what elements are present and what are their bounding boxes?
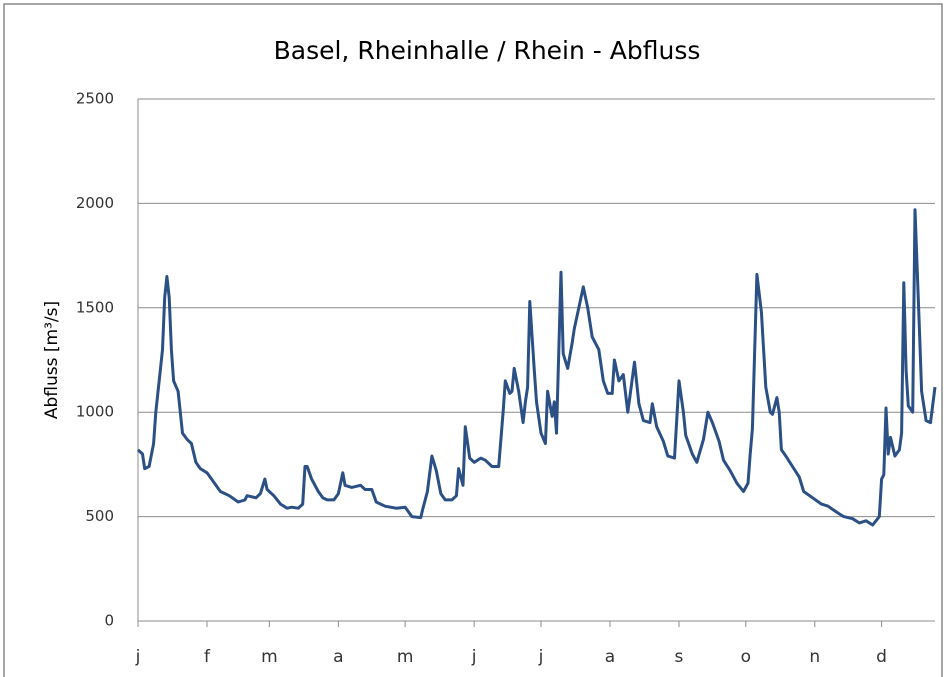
y-tick-label: 2000	[76, 194, 114, 212]
y-tick-label: 500	[85, 507, 114, 525]
chart-title: Basel, Rheinhalle / Rhein - Abfluss	[274, 36, 701, 65]
chart-frame	[3, 3, 943, 677]
y-tick-label: 1500	[76, 298, 114, 316]
x-tick-label: n	[809, 647, 820, 667]
x-tick-label: m	[261, 647, 278, 667]
x-tick-label: f	[204, 647, 211, 667]
y-tick-label: 0	[104, 612, 114, 630]
x-tick-label: d	[876, 647, 887, 667]
x-tick-label: s	[675, 647, 684, 667]
grid: 0 500 1000 1500 2000 2500 j f m a m j j a s o n d	[76, 90, 935, 667]
y-tick-label: 2500	[76, 90, 114, 108]
y-tick-label: 1000	[76, 403, 114, 421]
x-tick-label: j	[471, 647, 477, 667]
x-tick-label: j	[135, 647, 141, 667]
plot	[136, 208, 937, 527]
x-tick-label: j	[538, 647, 544, 667]
x-tick-label: o	[741, 647, 751, 667]
y-axis-label: Abfluss [m³/s]	[42, 301, 62, 419]
x-tick-label: a	[605, 647, 615, 667]
data-line	[136, 208, 937, 527]
x-tick-label: m	[397, 647, 414, 667]
x-tick-label: a	[333, 647, 343, 667]
